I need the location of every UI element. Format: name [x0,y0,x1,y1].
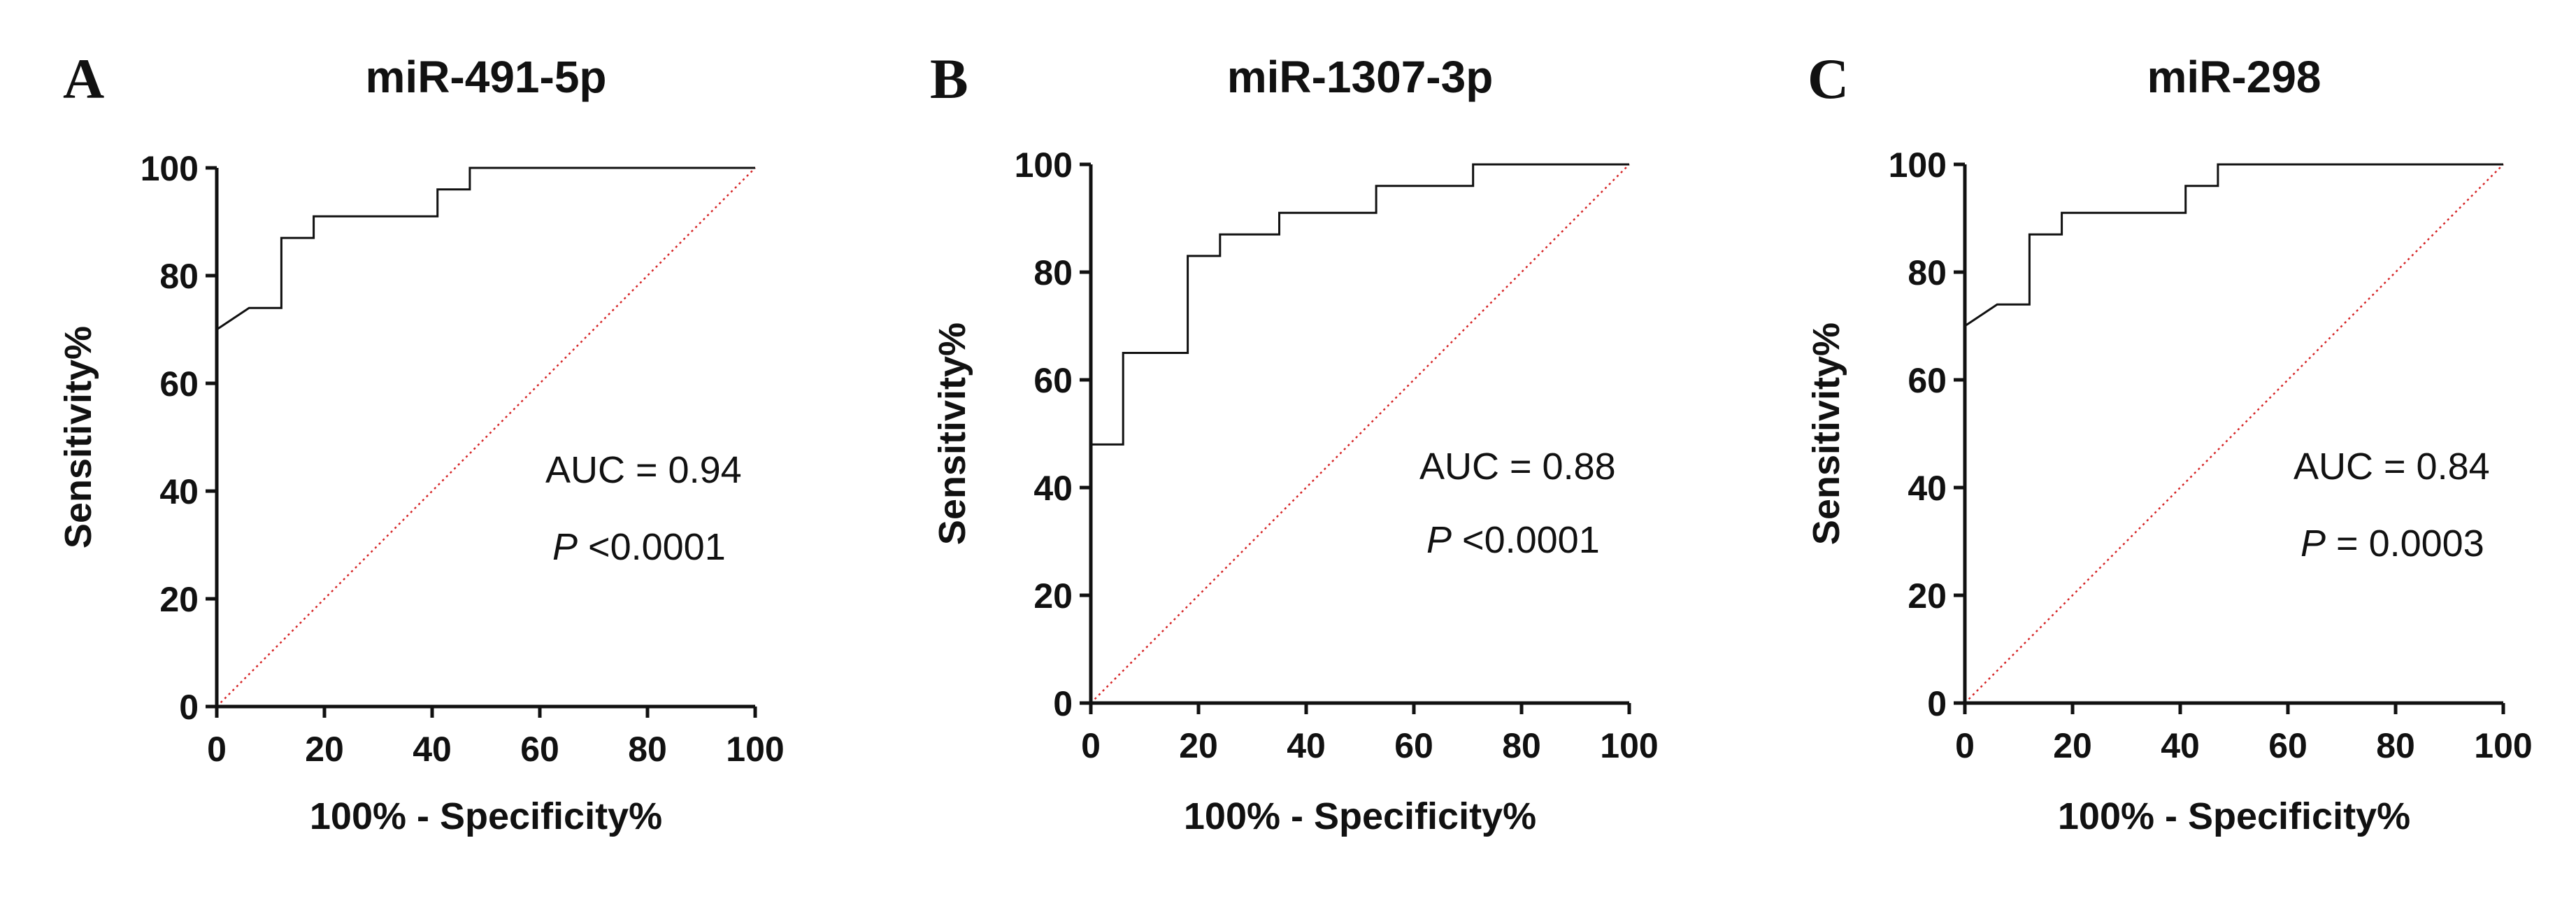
chart-title: miR-491-5p [366,52,607,102]
panel-label: B [930,47,968,111]
panel-a: A miR-491-5p 0 20 40 60 80 100 0 20 40 60 80 100 AU… [57,47,785,837]
roc-curve-line [1964,163,2503,327]
x-axis-title: 100% - Specificity% [310,795,662,837]
y-tick-label: 100 [1889,146,1947,185]
x-tick-label: 40 [413,730,452,769]
x-tick-label: 60 [2268,726,2307,765]
p-symbol: P [1426,519,1452,561]
x-tick-label: 60 [1394,726,1433,765]
x-tick-label: 0 [207,730,227,769]
y-tick-label: 60 [1033,361,1073,400]
chart-title: miR-1307-3p [1227,52,1494,102]
x-tick-label: 100 [2474,726,2532,765]
y-tick-label: 60 [159,364,199,404]
auc-annotation: AUC = 0.88 [1419,446,1616,488]
plot-marks: 0 20 40 60 80 100 0 20 40 60 80 100 [141,149,785,769]
panel-c: C miR-298 0 20 40 60 80 100 0 20 40 60 80 100 AUC =… [1805,47,2533,837]
x-tick-label: 60 [520,730,559,769]
y-tick-label: 0 [1927,684,1947,723]
roc-curve-line [216,166,755,331]
p-symbol: P [552,526,578,568]
x-tick-label: 40 [1287,726,1326,765]
y-tick-label: 100 [1015,146,1073,185]
reference-diagonal-line [216,167,756,707]
y-tick-label: 100 [141,149,199,188]
plot-marks: 0 20 40 60 80 100 0 20 40 60 80 100 [1889,146,2533,765]
plot-marks: 0 20 40 60 80 100 0 20 40 60 80 100 [1015,146,1659,765]
y-tick-label: 80 [1033,253,1073,292]
roc-curve-line [1089,163,1629,703]
y-tick-label: 40 [1033,469,1073,508]
y-tick-label: 20 [1908,576,1947,616]
reference-diagonal-line [1090,164,1630,704]
y-axis-title: Sensitivity% [57,326,99,548]
y-axis-title: Sensitivity% [1805,322,1847,545]
x-tick-label: 40 [2161,726,2200,765]
x-tick-label: 80 [628,730,667,769]
x-axis-title: 100% - Specificity% [2058,795,2410,837]
y-tick-label: 60 [1908,361,1947,400]
p-value: <0.0001 [578,526,726,568]
y-tick-label: 0 [1053,684,1073,723]
x-tick-label: 80 [2376,726,2415,765]
p-value-annotation: P <0.0001 [1426,519,1600,561]
y-tick-label: 0 [179,688,199,727]
y-tick-label: 20 [1033,576,1073,616]
x-tick-label: 0 [1081,726,1101,765]
chart-title: miR-298 [2147,52,2321,102]
y-tick-label: 80 [1908,253,1947,292]
x-axis-title: 100% - Specificity% [1184,795,1536,837]
p-value: = 0.0003 [2326,523,2484,565]
auc-annotation: AUC = 0.94 [545,449,742,491]
y-tick-label: 40 [159,472,199,511]
x-tick-label: 100 [1600,726,1658,765]
p-value-annotation: P = 0.0003 [2300,523,2484,565]
panel-label: C [1808,47,1849,111]
y-tick-label: 20 [159,580,199,619]
p-value: <0.0001 [1452,519,1600,561]
auc-annotation: AUC = 0.84 [2294,446,2490,488]
reference-diagonal-line [1964,164,2504,704]
panel-b: B miR-1307-3p 0 20 40 60 80 100 0 20 40 60 80 100 A… [930,47,1659,837]
p-value-annotation: P <0.0001 [552,526,726,568]
x-tick-label: 80 [1502,726,1541,765]
y-tick-label: 80 [159,257,199,296]
x-tick-label: 100 [726,730,784,769]
x-tick-label: 0 [1955,726,1975,765]
x-tick-label: 20 [305,730,344,769]
x-tick-label: 20 [1179,726,1218,765]
panel-label: A [63,47,104,111]
y-tick-label: 40 [1908,469,1947,508]
y-axis-title: Sensitivity% [931,322,973,545]
p-symbol: P [2300,523,2326,565]
x-tick-label: 20 [2053,726,2092,765]
